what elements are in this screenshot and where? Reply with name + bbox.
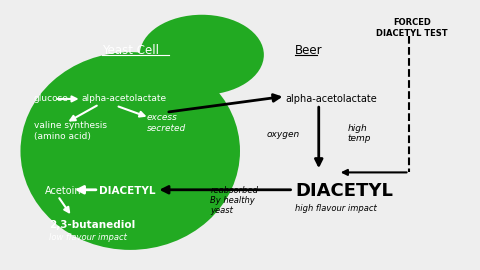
Text: excess
secreted: excess secreted [147,113,186,133]
Text: glucose: glucose [34,94,69,103]
Text: low flavour impact: low flavour impact [49,233,127,242]
Text: Acetoin: Acetoin [45,186,82,196]
Text: valine synthesis
(amino acid): valine synthesis (amino acid) [34,121,107,141]
Ellipse shape [140,15,264,95]
Text: Beer: Beer [295,44,323,57]
Text: DIACETYL: DIACETYL [99,186,156,196]
Text: alpha-acetolactate: alpha-acetolactate [82,94,167,103]
Ellipse shape [21,52,240,250]
Text: oxygen: oxygen [266,130,300,140]
Text: high flavour impact: high flavour impact [295,204,377,213]
Text: Yeast Cell: Yeast Cell [102,44,158,57]
Text: high
temp: high temp [348,124,371,143]
Text: reabsorbed
By healthy
yeast: reabsorbed By healthy yeast [210,185,258,215]
Text: DIACETYL: DIACETYL [295,182,393,200]
Text: 2,3-butanediol: 2,3-butanediol [49,220,135,230]
Text: alpha-acetolactate: alpha-acetolactate [285,94,377,104]
Text: FORCED
DIACETYL TEST: FORCED DIACETYL TEST [376,18,448,38]
